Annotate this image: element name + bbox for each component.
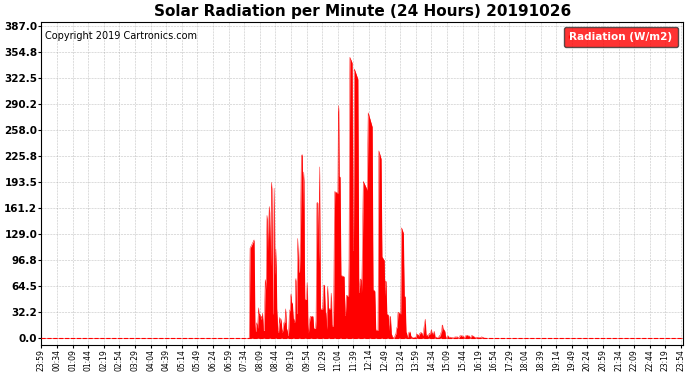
Text: Copyright 2019 Cartronics.com: Copyright 2019 Cartronics.com <box>45 32 197 41</box>
Title: Solar Radiation per Minute (24 Hours) 20191026: Solar Radiation per Minute (24 Hours) 20… <box>153 4 571 19</box>
Legend: Radiation (W/m2): Radiation (W/m2) <box>564 27 678 47</box>
